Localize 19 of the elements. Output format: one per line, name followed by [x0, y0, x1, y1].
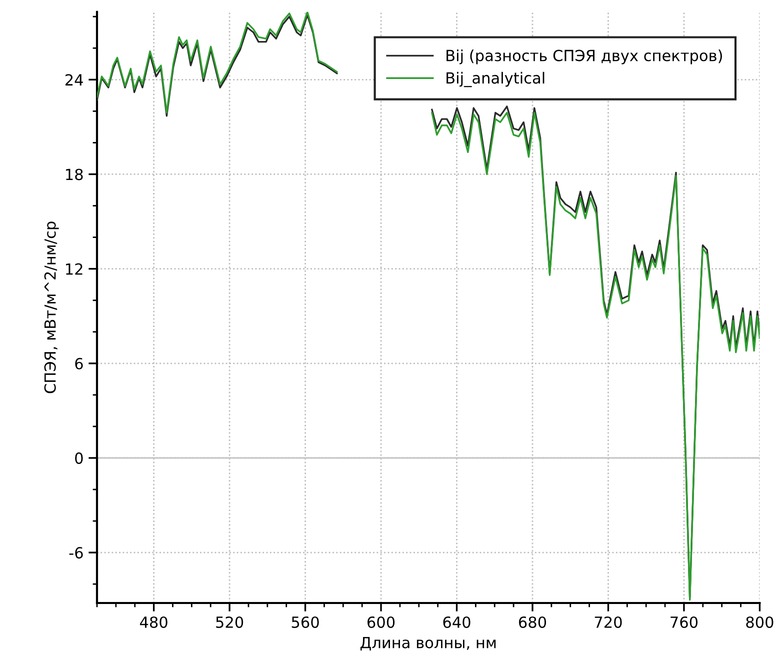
y-axis-title: СПЭЯ, мВт/м^2/нм/ср — [44, 222, 59, 394]
x-tick-label: 800 — [746, 616, 774, 628]
y-tick-label: 24 — [65, 74, 83, 86]
legend-label: Bij (разность СПЭЯ двух спектров) — [446, 49, 722, 64]
x-tick-label: 760 — [670, 616, 698, 628]
legend-label: Bij_analytical — [446, 72, 544, 88]
x-axis-title: Длина волны, нм — [360, 636, 496, 651]
x-tick-label: 640 — [443, 616, 470, 628]
x-tick-label: 680 — [518, 616, 546, 628]
y-tick-label: 0 — [75, 452, 83, 464]
y-tick-label: 18 — [66, 168, 83, 180]
y-tick-label: -6 — [69, 547, 83, 559]
x-tick-label: 520 — [216, 616, 244, 628]
x-tick-label: 560 — [292, 616, 319, 628]
x-tick-label: 600 — [368, 616, 395, 628]
x-tick-label: 480 — [140, 616, 168, 628]
y-tick-label: 12 — [66, 263, 82, 275]
y-tick-label: 6 — [75, 358, 83, 370]
x-tick-label: 720 — [594, 616, 622, 628]
